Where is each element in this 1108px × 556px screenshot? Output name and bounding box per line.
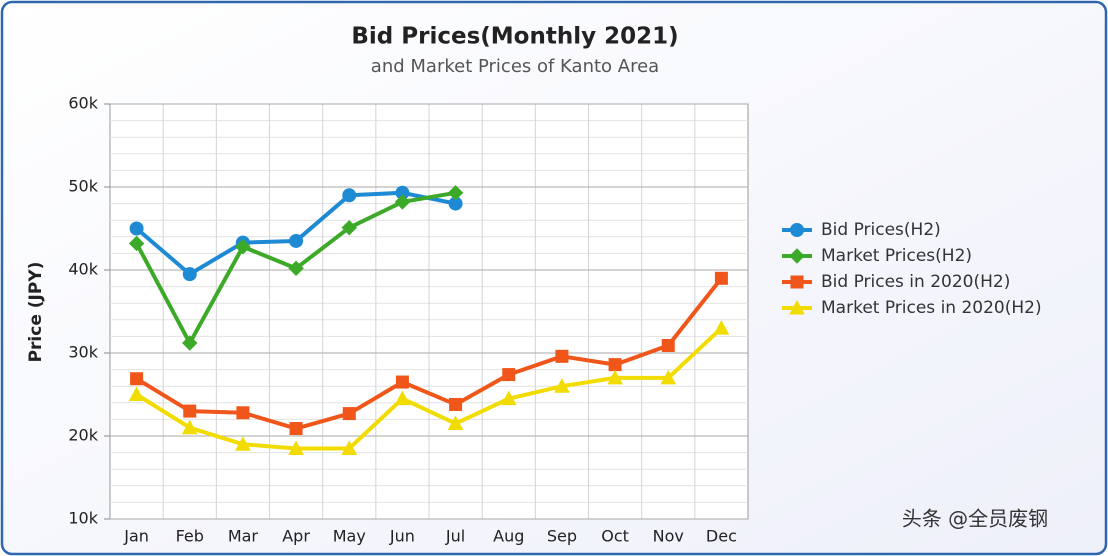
data-point [449,397,463,411]
data-point [342,188,357,203]
data-point [554,378,570,393]
watermark: 头条 @全员废钢 [902,507,1048,531]
x-tick-label: Jan [123,527,149,546]
data-point [181,419,198,435]
y-tick-label: 30k [68,343,98,362]
legend-symbol [789,248,805,264]
x-tick-label: Sep [547,527,577,546]
data-point [394,194,411,210]
data-point [182,267,197,282]
x-tick-label: Oct [601,527,629,546]
data-point [289,233,304,248]
data-point [289,422,303,436]
data-point [660,369,677,385]
data-point [714,271,728,285]
x-tick-label: Mar [228,527,259,546]
y-tick-label: 10k [68,509,98,528]
data-point [500,390,517,406]
series-line [135,326,723,451]
y-tick-label: 20k [68,426,98,445]
x-tick-label: Apr [282,527,310,546]
chart-title: Bid Prices(Monthly 2021) [351,24,678,50]
data-point [502,368,516,382]
data-point [394,390,411,406]
data-point [341,440,358,455]
data-point [235,436,251,451]
legend-label: Bid Prices in 2020(H2) [821,272,1010,292]
series-line [135,277,723,431]
x-tick-label: Nov [653,527,684,546]
data-point [130,372,144,386]
data-point [395,375,409,389]
legend-label: Bid Prices(H2) [821,220,941,240]
data-point [236,406,250,420]
data-point [288,260,304,277]
legend-label: Market Prices in 2020(H2) [821,298,1042,318]
chart-subtitle: and Market Prices of Kanto Area [371,56,659,77]
data-point [555,349,569,363]
x-tick-label: Feb [176,527,204,546]
legend-symbol [790,223,804,237]
data-point [447,415,464,431]
legend-symbol [789,299,805,315]
y-tick-label: 40k [68,260,98,279]
data-point [607,369,623,385]
data-point [182,335,198,351]
data-point [129,221,144,236]
x-tick-label: Dec [706,527,737,546]
x-tick-label: Jun [389,527,415,546]
data-point [608,358,622,372]
data-point [661,339,675,353]
data-point [183,404,197,418]
y-axis-label: Price (JPY) [26,262,46,363]
data-point [713,320,730,335]
data-point [288,440,304,455]
data-point [447,185,464,201]
data-point [128,235,145,252]
x-tick-label: May [333,527,366,546]
data-point [235,239,251,255]
y-tick-label: 60k [68,94,98,113]
legend-label: Market Prices(H2) [821,246,972,266]
data-point [342,407,356,421]
data-point [341,219,357,236]
x-tick-label: Aug [493,527,524,546]
x-tick-label: Jul [445,527,465,546]
data-point [128,386,145,401]
y-tick-label: 50k [68,177,98,196]
legend-symbol [790,275,804,289]
